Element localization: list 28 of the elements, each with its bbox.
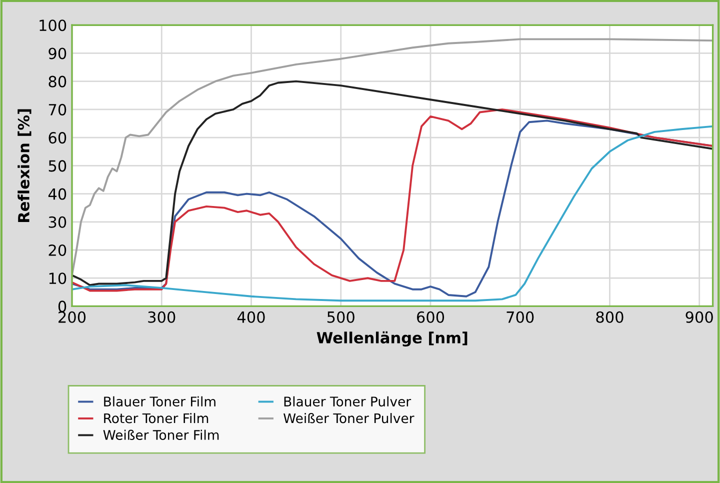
x-tick-label: 700 — [506, 311, 534, 323]
y-tick-label: 100 — [40, 20, 66, 32]
legend-label: Blauer Toner Pulver — [284, 396, 412, 407]
x-tick-label: 900 — [686, 311, 713, 323]
line-series — [72, 38, 713, 276]
y-tick-label: 10 — [49, 272, 66, 284]
y-tick-label: 50 — [48, 160, 66, 172]
y-axis-title: Reflexion [%] — [18, 109, 32, 222]
y-tick-label: 90 — [48, 48, 66, 60]
x-tick-label: 500 — [327, 311, 354, 323]
line-series — [72, 80, 713, 286]
y-tick-label: 40 — [48, 188, 66, 200]
x-tick-label: 600 — [416, 311, 444, 323]
legend-label: Roter Toner Film — [104, 413, 208, 424]
x-tick-label: 300 — [148, 311, 176, 323]
x-tick-label: 400 — [237, 311, 265, 323]
y-tick-label: 0 — [58, 300, 66, 312]
y-tick-label: 30 — [48, 216, 66, 228]
y-tick-label: 70 — [48, 104, 66, 116]
y-tick-label: 20 — [48, 244, 66, 256]
y-tick-label: 60 — [48, 132, 66, 144]
y-tick-label: 80 — [48, 76, 66, 88]
legend-label: Weißer Toner Pulver — [284, 413, 414, 424]
legend-label: Blauer Toner Film — [104, 396, 216, 407]
legend-label: Weißer Toner Film — [103, 430, 219, 440]
x-axis-title: Wellenlänge [nm] — [316, 331, 468, 347]
x-tick-label: 200 — [58, 311, 86, 323]
x-tick-label: 800 — [596, 311, 624, 323]
